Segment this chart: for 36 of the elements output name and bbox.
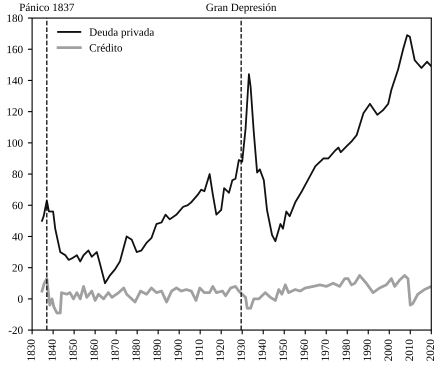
line-series <box>40 274 432 314</box>
x-tick-label: 1990 <box>364 340 372 360</box>
x-tick-label: 1930 <box>237 340 245 360</box>
x-tick-label: 1900 <box>174 340 182 360</box>
legend-label: Deuda privada <box>90 28 154 38</box>
y-tick-label: 140 <box>7 76 23 84</box>
y-tick-label: 20 <box>12 264 23 272</box>
x-tick-label: 2000 <box>384 340 392 361</box>
x-tick-label: 1950 <box>280 340 287 360</box>
y-tick-label: 180 <box>7 14 23 22</box>
x-tick-label: 1910 <box>195 340 203 360</box>
y-tick-label: -20 <box>8 326 23 334</box>
y-tick-label: 120 <box>7 108 23 116</box>
x-tick-label: 2010 <box>406 340 414 361</box>
x-tick-label: 1850 <box>69 340 77 360</box>
x-tick-label: 1890 <box>153 340 161 360</box>
ref-line-label: Pánico 1837 <box>20 3 74 12</box>
y-tick-label: 160 <box>7 46 23 54</box>
x-tick-label: 1980 <box>342 340 350 360</box>
x-tick-label: 1830 <box>27 340 35 360</box>
x-tick-label: 1880 <box>132 340 140 360</box>
legend-label: Crédito <box>90 44 122 52</box>
x-tick-label: 2020 <box>426 340 434 361</box>
x-tick-label: 1840 <box>48 340 56 360</box>
ref-line-label: Gran Depresión <box>206 3 276 14</box>
x-tick-label: 1940 <box>258 340 266 360</box>
x-tick-label: 1920 <box>216 340 224 360</box>
x-tick-label: 1860 <box>90 340 98 360</box>
y-tick-label: 100 <box>7 139 23 147</box>
x-tick-label: 1970 <box>322 340 330 360</box>
y-tick-label: 40 <box>12 232 23 240</box>
y-tick-label: 0 <box>18 295 23 303</box>
y-tick-label: 80 <box>12 170 23 178</box>
x-tick-label: 1960 <box>300 340 308 360</box>
x-tick-label: 1870 <box>111 340 119 360</box>
y-tick-label: 60 <box>12 202 23 210</box>
